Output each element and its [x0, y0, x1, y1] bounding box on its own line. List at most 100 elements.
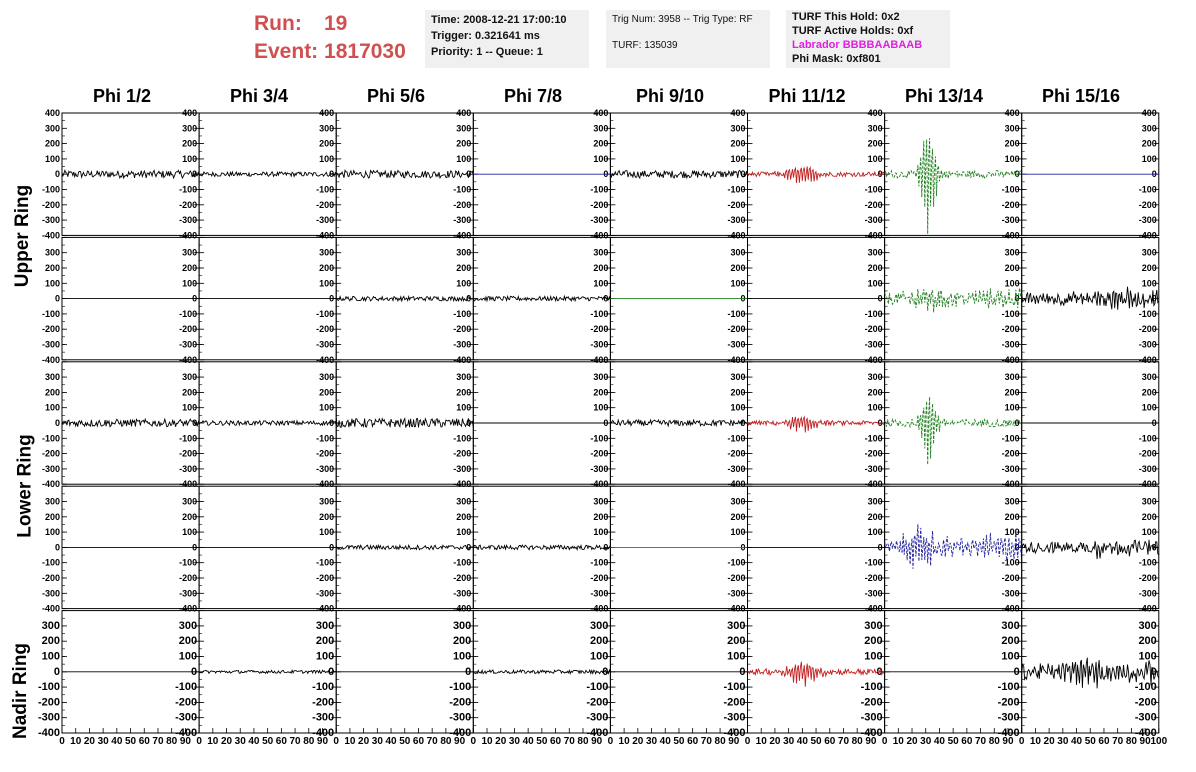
- y-tick-label: -200: [453, 573, 471, 583]
- y-tick-label: 300: [182, 123, 197, 133]
- turf-info-box: TURF This Hold: 0x2 TURF Active Holds: 0…: [786, 10, 950, 68]
- x-tick-label: 10: [481, 736, 493, 747]
- run-value: 19: [324, 12, 348, 35]
- y-tick-label: -400: [865, 230, 883, 240]
- y-tick-label: 200: [319, 139, 334, 149]
- y-tick-label: -200: [1139, 573, 1157, 583]
- x-tick-label: 40: [523, 736, 535, 747]
- y-tick-label: -300: [453, 588, 471, 598]
- y-tick-label: -300: [453, 340, 471, 350]
- waveform-trace: [884, 524, 1023, 569]
- y-tick-label: 300: [319, 248, 334, 258]
- y-tick-label: -400: [316, 230, 334, 240]
- y-tick-label: -200: [453, 324, 471, 334]
- y-tick-label: -200: [316, 324, 334, 334]
- turf-active-text: TURF Active Holds: 0xf: [792, 25, 914, 37]
- y-tick-label: 200: [1142, 139, 1157, 149]
- y-tick-label: 300: [868, 372, 883, 382]
- y-tick-label: 200: [593, 139, 608, 149]
- y-tick-label: -300: [1139, 340, 1157, 350]
- y-tick-label: -300: [865, 464, 883, 474]
- y-tick-label: -100: [316, 433, 334, 443]
- y-tick-label: 200: [316, 635, 334, 647]
- x-tick-label: 60: [139, 736, 151, 747]
- x-tick-label: 20: [84, 736, 96, 747]
- y-tick-label: 200: [1005, 139, 1020, 149]
- y-tick-label: -400: [42, 479, 60, 489]
- y-tick-label: 200: [868, 387, 883, 397]
- y-tick-label: 200: [868, 263, 883, 273]
- y-tick-label: 400: [1005, 108, 1020, 118]
- panel-r4-c3: 300 200 100 0 -100 -200 -300 -400: [335, 485, 474, 614]
- y-tick-label: -200: [1139, 200, 1157, 210]
- x-tick-label: 0: [196, 736, 202, 747]
- y-tick-label: -200: [998, 696, 1020, 708]
- waveform-trace: [884, 396, 1023, 465]
- y-tick-label: 300: [1142, 123, 1157, 133]
- y-tick-label: -300: [179, 464, 197, 474]
- panel-r1-c7: 400 300 200 100 0 -100 -200 -300 -400: [884, 108, 1023, 240]
- y-tick-label: -400: [590, 230, 608, 240]
- y-tick-label: -100: [861, 681, 883, 693]
- y-tick-label: 100: [456, 403, 471, 413]
- y-tick-label: 400: [45, 108, 60, 118]
- y-tick-label: -200: [727, 449, 745, 459]
- y-tick-label: -400: [42, 230, 60, 240]
- y-tick-label: 100: [1005, 403, 1020, 413]
- x-tick-label: 90: [728, 736, 740, 747]
- y-tick-label: -400: [453, 230, 471, 240]
- y-tick-label: -200: [1002, 200, 1020, 210]
- y-tick-label: -200: [453, 449, 471, 459]
- panel-r3-c2: 300 200 100 0 -100 -200 -300 -400: [198, 361, 337, 489]
- x-tick-label: 80: [303, 736, 315, 747]
- x-tick-label: 0: [1019, 736, 1025, 747]
- y-tick-label: 200: [319, 263, 334, 273]
- panel-r4-c7: 300 200 100 0 -100 -200 -300 -400: [884, 485, 1023, 614]
- x-tick-label: 60: [1098, 736, 1110, 747]
- y-tick-label: 0: [55, 418, 60, 428]
- x-tick-label: 60: [687, 736, 699, 747]
- y-tick-label: -200: [42, 324, 60, 334]
- y-tick-label: 200: [593, 387, 608, 397]
- x-tick-label: 90: [865, 736, 877, 747]
- y-tick-label: -100: [1002, 558, 1020, 568]
- y-tick-label: -400: [865, 355, 883, 365]
- x-tick-label: 90: [1002, 736, 1014, 747]
- y-tick-label: -100: [590, 433, 608, 443]
- y-tick-label: 300: [593, 372, 608, 382]
- y-tick-label: 300: [179, 620, 197, 632]
- x-tick-label: 80: [440, 736, 452, 747]
- y-tick-label: -100: [42, 558, 60, 568]
- y-tick-label: -200: [861, 696, 883, 708]
- y-tick-label: -100: [42, 185, 60, 195]
- y-tick-label: -300: [865, 215, 883, 225]
- y-tick-label: 300: [730, 372, 745, 382]
- y-tick-label: 0: [329, 418, 334, 428]
- y-tick-label: 100: [1142, 403, 1157, 413]
- x-tick-label: 80: [989, 736, 1001, 747]
- y-tick-label: 300: [1142, 248, 1157, 258]
- y-tick-label: -300: [316, 588, 334, 598]
- x-tick-label: 50: [125, 736, 137, 747]
- y-tick-label: 0: [466, 169, 471, 179]
- y-tick-label: 0: [878, 418, 883, 428]
- y-tick-label: -400: [453, 355, 471, 365]
- y-tick-label: 200: [319, 512, 334, 522]
- y-tick-label: -300: [42, 588, 60, 598]
- y-tick-label: 200: [182, 263, 197, 273]
- y-tick-label: 200: [45, 512, 60, 522]
- y-tick-label: 100: [868, 527, 883, 537]
- x-tick-label: 0: [608, 736, 614, 747]
- y-tick-label: 100: [868, 154, 883, 164]
- panel-r3-c6: 300 200 100 0 -100 -200 -300 -400: [747, 361, 886, 489]
- y-tick-label: -200: [179, 200, 197, 210]
- y-tick-label: -300: [1002, 588, 1020, 598]
- panel-r1-c5: 400 300 200 100 0 -100 -200 -300 -400: [609, 108, 749, 240]
- y-tick-label: -400: [179, 604, 197, 614]
- panel-r1-c3: 400 300 200 100 0 -100 -200 -300 -400: [335, 108, 474, 240]
- y-tick-label: 200: [727, 635, 745, 647]
- y-tick-label: -200: [1135, 696, 1157, 708]
- waveform-trace: [1021, 657, 1160, 689]
